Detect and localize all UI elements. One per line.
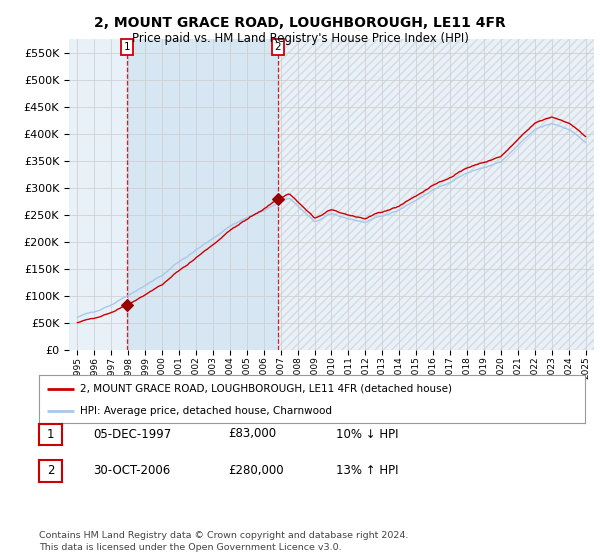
Text: 2, MOUNT GRACE ROAD, LOUGHBOROUGH, LE11 4FR: 2, MOUNT GRACE ROAD, LOUGHBOROUGH, LE11 … xyxy=(94,16,506,30)
Text: Contains HM Land Registry data © Crown copyright and database right 2024.
This d: Contains HM Land Registry data © Crown c… xyxy=(39,531,409,552)
Point xyxy=(122,301,132,310)
Text: 2, MOUNT GRACE ROAD, LOUGHBOROUGH, LE11 4FR (detached house): 2, MOUNT GRACE ROAD, LOUGHBOROUGH, LE11 … xyxy=(80,384,452,394)
Bar xyxy=(127,39,278,350)
Text: 1: 1 xyxy=(124,42,130,52)
Text: Price paid vs. HM Land Registry's House Price Index (HPI): Price paid vs. HM Land Registry's House … xyxy=(131,32,469,45)
Text: 2: 2 xyxy=(47,464,54,478)
Bar xyxy=(278,39,594,350)
Text: 30-OCT-2006: 30-OCT-2006 xyxy=(93,464,170,477)
Text: 1: 1 xyxy=(47,428,54,441)
Text: 2: 2 xyxy=(275,42,281,52)
Text: 10% ↓ HPI: 10% ↓ HPI xyxy=(336,427,398,441)
Text: HPI: Average price, detached house, Charnwood: HPI: Average price, detached house, Char… xyxy=(80,406,332,416)
Text: 05-DEC-1997: 05-DEC-1997 xyxy=(93,427,171,441)
Text: £83,000: £83,000 xyxy=(228,427,276,441)
Text: 13% ↑ HPI: 13% ↑ HPI xyxy=(336,464,398,477)
Point xyxy=(273,194,283,203)
Text: £280,000: £280,000 xyxy=(228,464,284,477)
